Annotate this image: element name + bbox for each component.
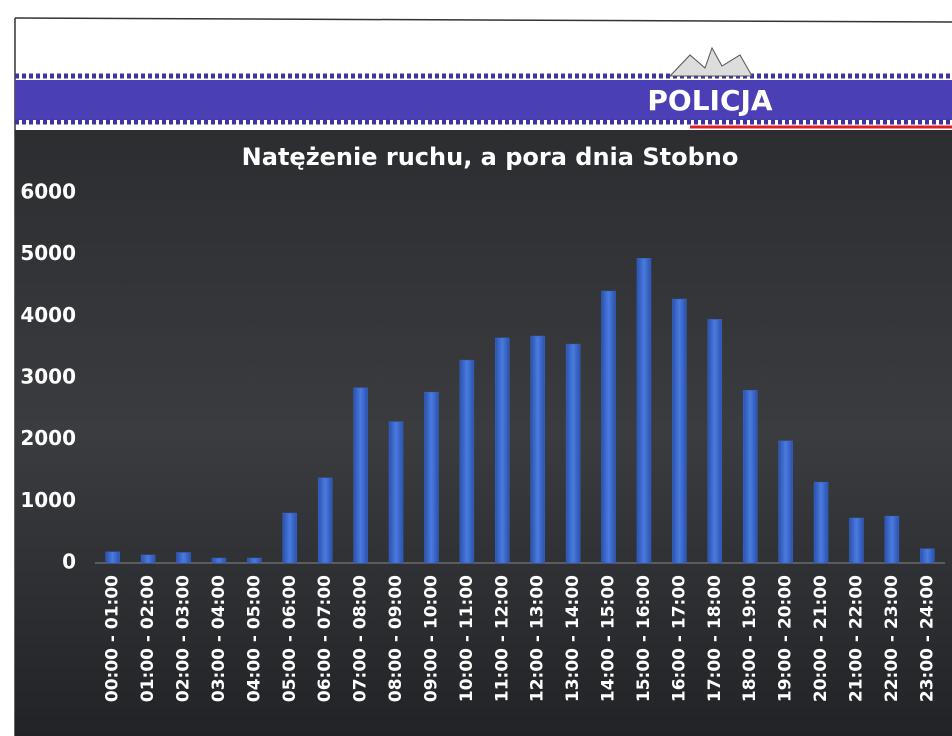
bar [282,512,298,564]
x-tick-label: 16:00 - 17:00 [669,575,689,702]
brand: POLICJA [647,84,773,117]
x-tick-label: 17:00 - 18:00 [705,575,725,702]
bar [211,557,227,564]
x-tick-label: 06:00 - 07:00 [315,575,335,702]
x-tick-label: 20:00 - 21:00 [811,575,831,702]
bar [601,290,616,564]
y-tick-label: 6000 [20,180,76,204]
header-band [15,80,952,120]
bar [530,335,545,564]
x-tick-label: 21:00 - 22:00 [846,575,866,702]
bar [849,517,864,564]
x-tick-label: 14:00 - 15:00 [599,575,619,702]
bar [353,387,368,564]
y-tick-label: 3000 [20,365,76,389]
logo-emblem [668,46,753,77]
x-tick-label: 22:00 - 23:00 [882,575,902,702]
bar [742,390,758,564]
chart-background [15,130,952,736]
x-tick-label: 12:00 - 13:00 [528,575,548,702]
bar [636,258,652,564]
x-tick-label: 02:00 - 03:00 [174,575,194,702]
x-tick-label: 08:00 - 09:00 [386,575,406,702]
bar [105,551,120,564]
bar [707,319,723,564]
x-tick-label: 23:00 - 24:00 [917,575,937,702]
x-tick-label: 03:00 - 04:00 [209,575,229,702]
y-tick-label: 0 [62,550,76,574]
x-tick-label: 19:00 - 20:00 [776,575,796,702]
bar [247,557,262,564]
y-tick-label: 1000 [20,488,76,512]
y-tick-label: 4000 [20,303,76,327]
x-tick-label: 10:00 - 11:00 [457,575,477,702]
bar [672,298,687,564]
bar [884,515,900,564]
x-tick-label: 09:00 - 10:00 [421,575,441,702]
x-tick-label: 15:00 - 16:00 [634,575,654,702]
bar [495,337,510,564]
bar [388,421,404,564]
x-tick-label: 00:00 - 01:00 [103,575,123,702]
bar [317,477,333,564]
bar [565,343,581,564]
bar [920,548,935,564]
y-tick-label: 2000 [20,426,76,450]
x-tick-label: 11:00 - 12:00 [492,575,512,702]
chart-title: Natężenie ruchu, a pora dnia Stobno [242,143,739,171]
x-tick-label: 18:00 - 19:00 [740,575,760,702]
bar [176,552,191,564]
x-tick-label: 07:00 - 08:00 [351,575,371,702]
bar [140,554,156,564]
bar [459,359,475,564]
y-tick-label: 5000 [20,241,76,265]
x-tick-label: 04:00 - 05:00 [244,575,264,702]
x-tick-label: 13:00 - 14:00 [563,575,583,702]
bar [813,481,829,564]
x-tick-label: 01:00 - 02:00 [138,575,158,702]
x-tick-label: 05:00 - 06:00 [280,575,300,702]
frame-top [14,17,952,23]
bar [778,440,793,564]
bar [424,391,439,564]
